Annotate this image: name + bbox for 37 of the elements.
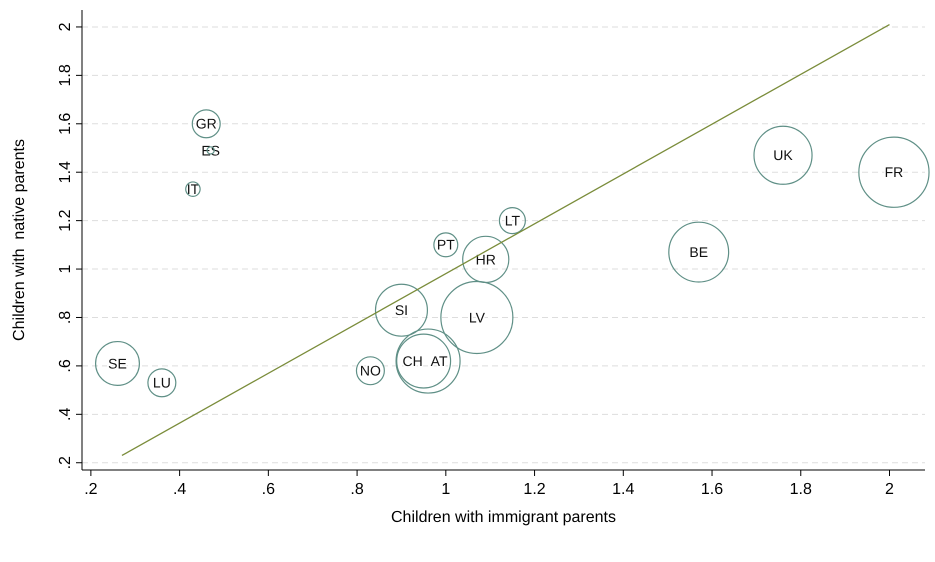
y-tick-label: .8 — [57, 310, 74, 324]
series-label: UK — [773, 147, 794, 164]
series-label: HR — [476, 251, 496, 268]
y-tick-label: 1.2 — [57, 209, 74, 232]
series-label: LT — [504, 212, 520, 229]
series-label: LU — [152, 374, 171, 391]
x-tick-label: 2 — [885, 481, 894, 498]
x-tick-label: .6 — [262, 481, 276, 498]
series-label: CH — [402, 352, 423, 369]
x-tick-label: .2 — [84, 481, 98, 498]
x-tick-label: .4 — [172, 481, 186, 498]
series-label: SI — [394, 302, 408, 318]
y-tick-label: 1 — [57, 264, 74, 274]
series-label: IT — [186, 181, 200, 198]
series-label: GR — [196, 116, 217, 132]
x-tick-label: .8 — [350, 481, 364, 498]
y-tick-label: 1.8 — [57, 64, 74, 86]
series-label: AT — [430, 352, 448, 369]
series-label: FR — [884, 164, 904, 180]
y-tick-label: .4 — [57, 408, 74, 421]
x-tick-label: 1.6 — [700, 481, 724, 498]
series-label: LV — [468, 309, 486, 326]
y-tick-label: 1.6 — [57, 112, 74, 135]
y-tick-label: 2 — [57, 22, 74, 32]
y-tick-label: .6 — [57, 359, 74, 373]
y-axis-title: Children with native parents — [11, 139, 28, 341]
series-label: BE — [689, 244, 708, 260]
series-label: SE — [108, 355, 127, 372]
x-tick-label: 1 — [441, 481, 450, 498]
y-tick-label: 1.4 — [57, 160, 74, 184]
x-tick-label: 1.2 — [523, 481, 546, 498]
series-label: PT — [436, 236, 456, 253]
x-tick-label: 1.4 — [612, 481, 635, 498]
x-axis-title: Children with immigrant parents — [391, 509, 616, 526]
x-tick-label: 1.8 — [790, 481, 812, 498]
y-tick-label: .2 — [57, 456, 74, 470]
series-label: NO — [360, 362, 382, 379]
